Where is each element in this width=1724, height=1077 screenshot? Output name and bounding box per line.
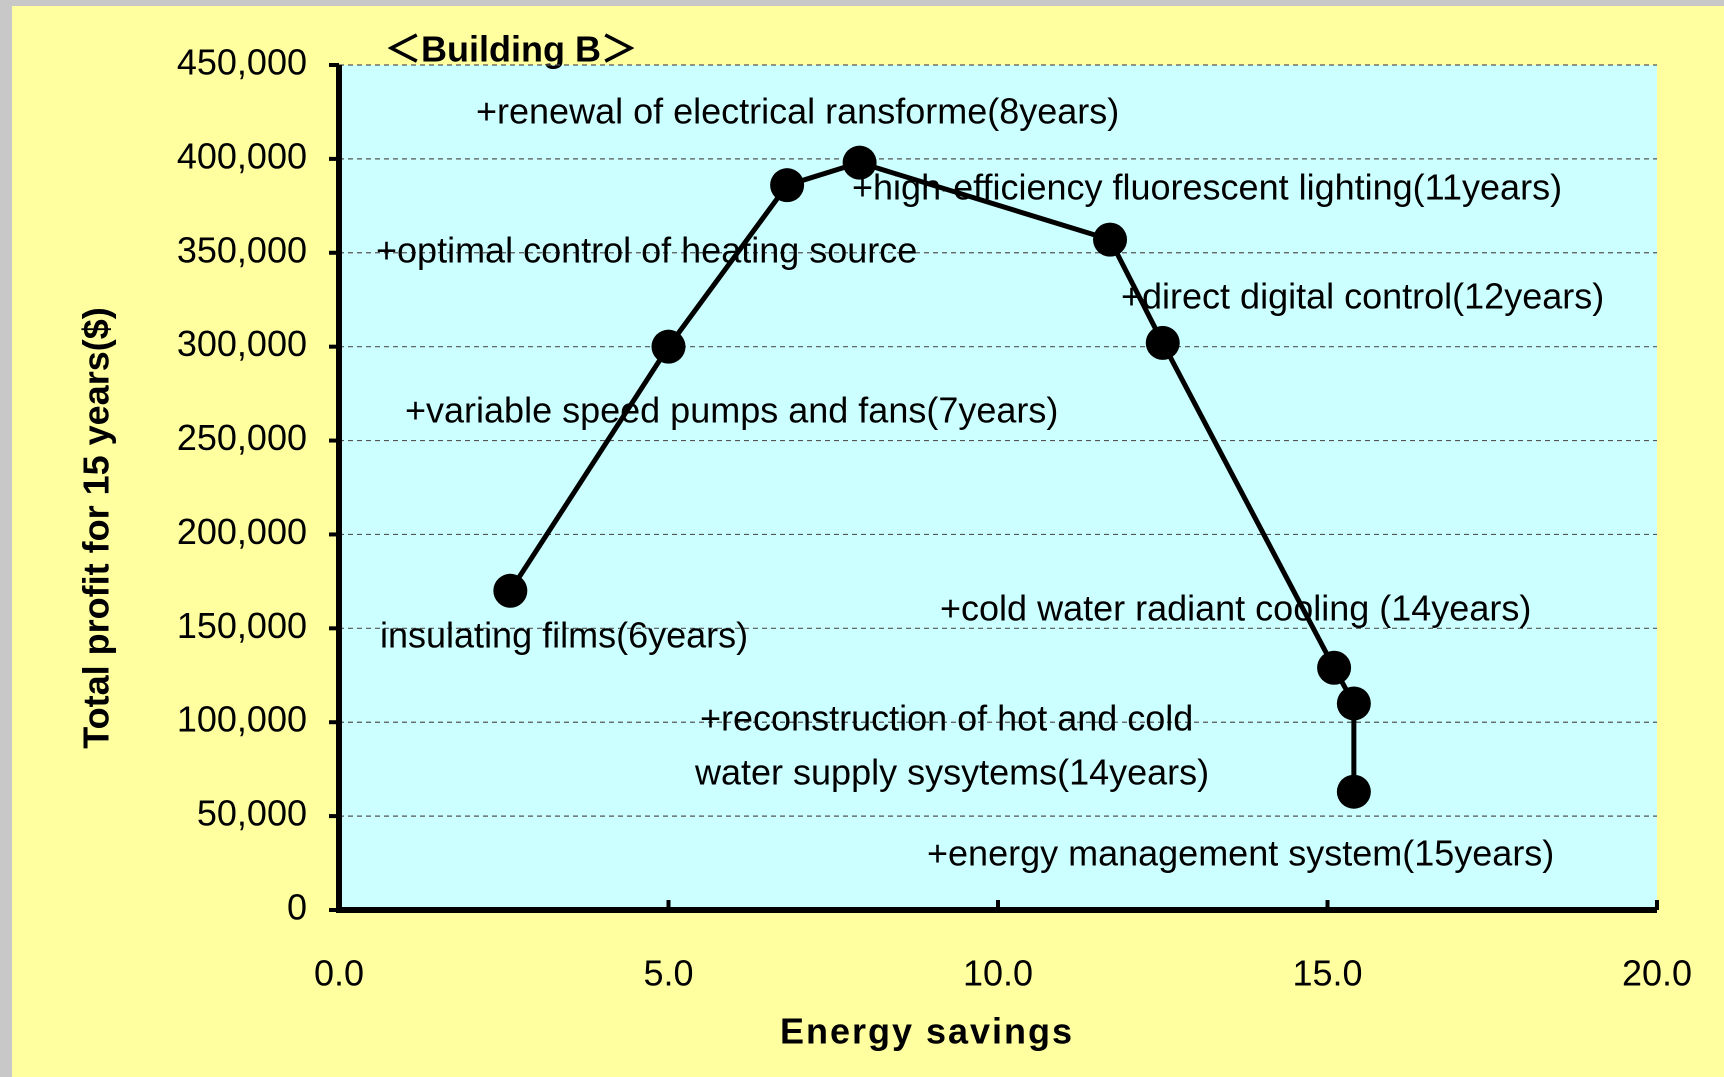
y-axis-label: Total profit for 15 years($): [76, 307, 117, 748]
marker: [651, 329, 686, 364]
y-tick-label: 50,000: [197, 793, 307, 834]
marker: [493, 573, 528, 608]
marker: [842, 145, 877, 180]
x-tick-label: 15.0: [1292, 953, 1362, 994]
annotation: +energy management system(15years): [927, 833, 1554, 874]
marker: [1145, 325, 1180, 360]
y-tick-label: 100,000: [177, 699, 307, 740]
y-tick-label: 400,000: [177, 135, 307, 176]
y-tick-label: 300,000: [177, 323, 307, 364]
y-tick-label: 250,000: [177, 417, 307, 458]
y-tick-label: 350,000: [177, 229, 307, 270]
x-tick-label: 10.0: [963, 953, 1033, 994]
y-tick-label: 150,000: [177, 605, 307, 646]
annotation: +high-efficiency fluorescent lighting(11…: [852, 167, 1562, 208]
y-tick-label: 200,000: [177, 511, 307, 552]
y-tick-label: 450,000: [177, 42, 307, 83]
x-tick-label: 5.0: [643, 953, 693, 994]
marker: [770, 168, 805, 203]
annotation: +direct digital control(12years): [1121, 276, 1604, 317]
y-tick-label: 0: [287, 887, 307, 928]
annotation: +renewal of electrical ransforme(8years): [476, 91, 1119, 132]
marker: [1336, 774, 1371, 809]
marker: [1093, 222, 1128, 257]
annotation: +cold water radiant cooling (14years): [940, 588, 1531, 629]
annotation: +reconstruction of hot and cold: [700, 698, 1193, 739]
x-tick-label: 20.0: [1622, 953, 1692, 994]
chart-title: ＜Building B＞: [385, 29, 637, 70]
marker: [1317, 650, 1352, 685]
marker: [1336, 686, 1371, 721]
annotation: +variable speed pumps and fans(7years): [405, 390, 1058, 431]
x-tick-label: 0.0: [314, 953, 364, 994]
x-axis-label: Energy savings: [780, 1011, 1074, 1052]
annotation: insulating films(6years): [380, 615, 748, 656]
annotation: water supply sysytems(14years): [694, 752, 1209, 793]
annotation: +optimal control of heating source: [376, 230, 917, 271]
